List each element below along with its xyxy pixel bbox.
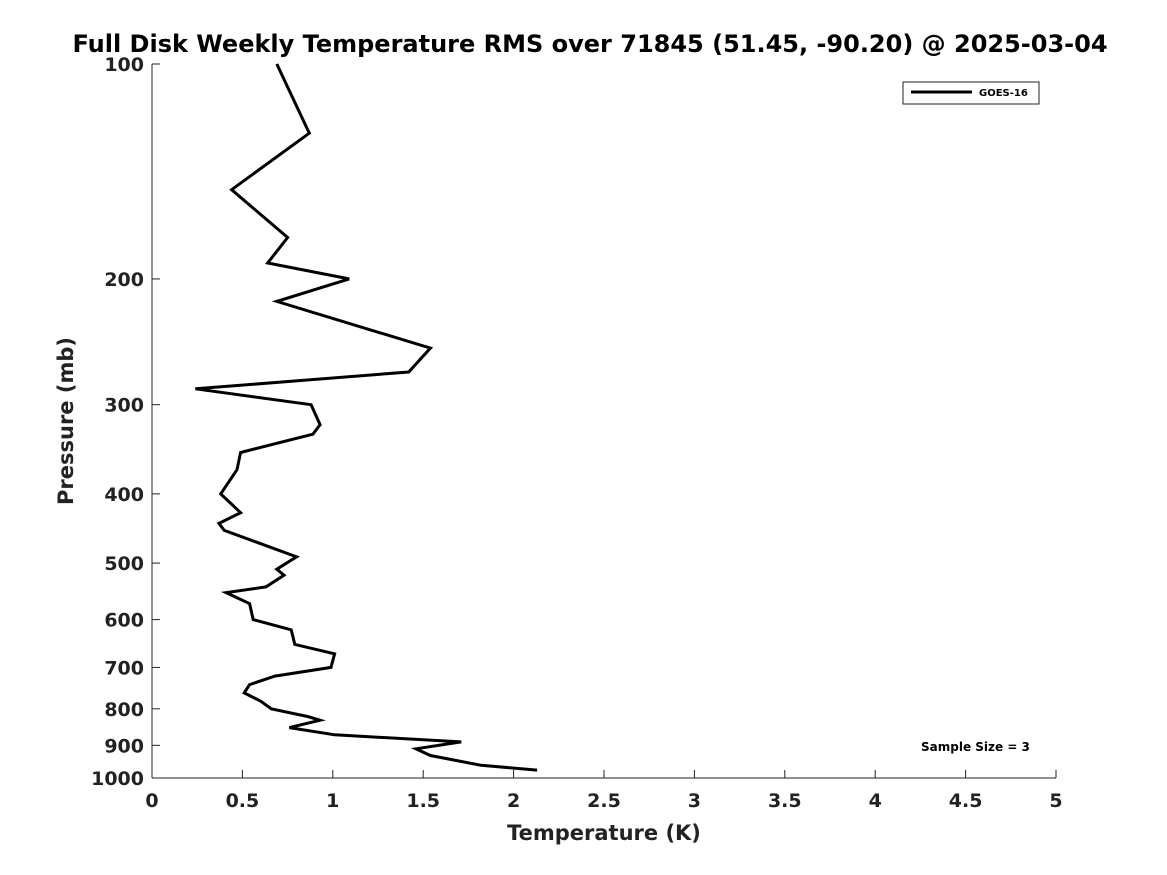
y-tick-label: 200 — [104, 269, 144, 291]
y-tick-label: 100 — [104, 54, 144, 76]
y-tick-label: 500 — [104, 553, 144, 575]
x-axis-ticks: 0 0.5 1 1.5 2 2.5 3 3.5 4 4.5 5 — [145, 770, 1063, 812]
x-tick-label: 1 — [326, 790, 339, 812]
x-tick-label: 3.5 — [768, 790, 802, 812]
y-tick-label: 700 — [104, 657, 144, 679]
y-tick-label: 600 — [104, 610, 144, 632]
x-tick-label: 4 — [869, 790, 882, 812]
series-layer — [195, 63, 538, 772]
x-tick-label: 2 — [507, 790, 520, 812]
x-tick-label: 0 — [145, 790, 158, 812]
y-tick-label: 900 — [104, 735, 144, 757]
sample-size-annotation: Sample Size = 3 — [921, 740, 1030, 754]
y-tick-label: 300 — [104, 395, 144, 417]
y-tick-label: 800 — [104, 699, 144, 721]
y-axis-ticks: 100 200 300 400 500 600 700 800 900 1000 — [91, 54, 160, 790]
x-axis-label: Temperature (K) — [507, 821, 701, 845]
y-tick-label: 400 — [104, 484, 144, 506]
x-tick-label: 1.5 — [406, 790, 440, 812]
chart-title: Full Disk Weekly Temperature RMS over 71… — [72, 30, 1107, 58]
x-tick-label: 5 — [1049, 790, 1062, 812]
plot-frame — [151, 64, 1056, 779]
x-tick-label: 2.5 — [587, 790, 621, 812]
series-line — [195, 63, 538, 772]
x-tick-label: 0.5 — [226, 790, 260, 812]
y-axis-label: Pressure (mb) — [54, 337, 78, 505]
legend: GOES-16 — [902, 81, 1040, 105]
x-tick-label: 4.5 — [949, 790, 983, 812]
legend-label: GOES-16 — [979, 88, 1028, 99]
x-tick-label: 3 — [688, 790, 701, 812]
y-tick-label: 1000 — [91, 768, 144, 790]
